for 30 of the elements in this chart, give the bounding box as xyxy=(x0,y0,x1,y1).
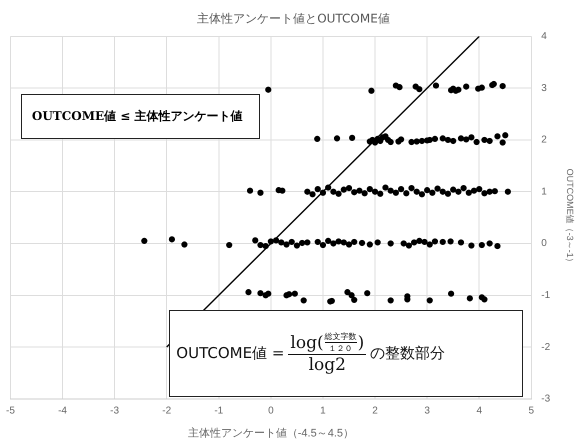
x-tick-label: -4 xyxy=(58,406,68,417)
annotation: ) xyxy=(358,332,364,353)
x-tick-label: 1 xyxy=(320,406,326,417)
x-tick-label: -5 xyxy=(6,406,16,417)
y-tick-label: 0 xyxy=(541,238,548,250)
y-tick-label: 3 xyxy=(541,82,548,94)
y-tick-label: -2 xyxy=(541,342,551,353)
annotation: の整数部分 xyxy=(370,344,446,363)
y-tick-label: -3 xyxy=(541,394,551,405)
x-tick-label: -2 xyxy=(162,406,172,417)
annotation: OUTCOME値 = xyxy=(176,344,284,363)
x-tick-label: -3 xyxy=(110,406,120,417)
x-tick-label: 5 xyxy=(528,406,535,417)
chart-title: 主体性アンケート値とOUTCOME値 xyxy=(197,11,390,26)
x-tick-label: 3 xyxy=(424,406,430,417)
x-axis-title: 主体性アンケート値（-4.5～4.5） xyxy=(188,426,354,440)
x-tick-label: 0 xyxy=(268,406,274,417)
y-tick-label: 1 xyxy=(541,186,548,198)
y-tick-label: 4 xyxy=(541,31,548,42)
x-tick-label: 4 xyxy=(476,406,482,417)
note-box: OUTCOME値 ≤ 主体性アンケート値 xyxy=(20,94,260,139)
annotation: log( xyxy=(290,332,324,353)
y-tick-label: -1 xyxy=(541,290,551,302)
x-tick-label: 2 xyxy=(372,406,378,417)
y-axis-title: OUTCOME値（-3～-1） xyxy=(565,168,576,267)
y-tick-label: 2 xyxy=(541,134,548,146)
x-tick-label: -1 xyxy=(214,406,224,417)
annotation: log2 xyxy=(308,355,346,376)
annotation: １２０ xyxy=(328,343,353,354)
annotation: 総文字数 xyxy=(324,331,357,344)
